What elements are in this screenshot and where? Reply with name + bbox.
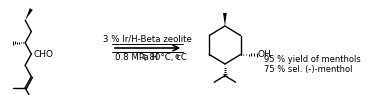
Text: 0.8 MPa H: 0.8 MPa H	[115, 53, 158, 62]
Polygon shape	[25, 8, 33, 20]
Text: 3 % Ir/H-Beta zeolite: 3 % Ir/H-Beta zeolite	[103, 34, 192, 43]
Text: OH: OH	[258, 50, 271, 59]
Text: 2: 2	[141, 54, 146, 60]
Text: 75 % sel. (-)-menthol: 75 % sel. (-)-menthol	[264, 65, 352, 74]
Polygon shape	[223, 13, 227, 26]
Text: 6: 6	[175, 54, 179, 60]
Text: , 80°C, cC: , 80°C, cC	[144, 53, 187, 62]
Text: CHO: CHO	[33, 49, 53, 59]
Text: 95 % yield of menthols: 95 % yield of menthols	[264, 55, 361, 64]
